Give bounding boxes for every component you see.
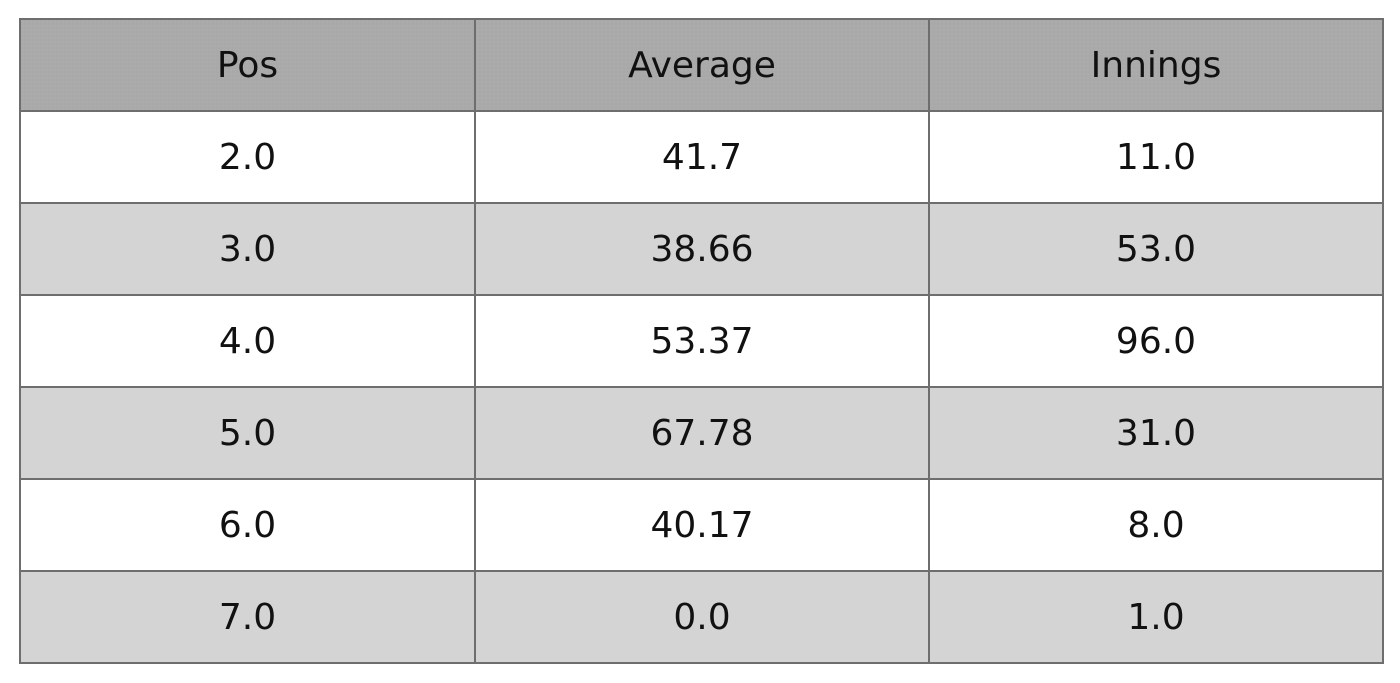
cell-pos: 7.0 [19, 570, 476, 664]
table-row: 6.0 40.17 8.0 [19, 478, 1384, 572]
cell-innings: 96.0 [928, 294, 1384, 388]
cell-average: 40.17 [474, 478, 930, 572]
table-row: 5.0 67.78 31.0 [19, 386, 1384, 480]
header-pos: Pos [19, 18, 476, 112]
table-row: 2.0 41.7 11.0 [19, 110, 1384, 204]
stats-table: Pos Average Innings 2.0 41.7 11.0 3.0 38.66 5… [19, 18, 1384, 664]
cell-average: 53.37 [474, 294, 930, 388]
cell-pos: 2.0 [19, 110, 476, 204]
table-body: 2.0 41.7 11.0 3.0 38.66 53.0 4.0 53.37 96.0 5.0 67… [19, 110, 1384, 664]
cell-pos: 5.0 [19, 386, 476, 480]
cell-average: 67.78 [474, 386, 930, 480]
cell-average: 41.7 [474, 110, 930, 204]
header-average: Average [474, 18, 930, 112]
cell-innings: 31.0 [928, 386, 1384, 480]
header-row: Pos Average Innings [19, 18, 1384, 112]
cell-pos: 4.0 [19, 294, 476, 388]
cell-pos: 6.0 [19, 478, 476, 572]
table-row: 4.0 53.37 96.0 [19, 294, 1384, 388]
cell-innings: 1.0 [928, 570, 1384, 664]
cell-innings: 8.0 [928, 478, 1384, 572]
table-header: Pos Average Innings [19, 18, 1384, 112]
cell-average: 0.0 [474, 570, 930, 664]
table-row: 3.0 38.66 53.0 [19, 202, 1384, 296]
cell-pos: 3.0 [19, 202, 476, 296]
cell-innings: 11.0 [928, 110, 1384, 204]
header-innings: Innings [928, 18, 1384, 112]
table-row: 7.0 0.0 1.0 [19, 570, 1384, 664]
cell-innings: 53.0 [928, 202, 1384, 296]
cell-average: 38.66 [474, 202, 930, 296]
